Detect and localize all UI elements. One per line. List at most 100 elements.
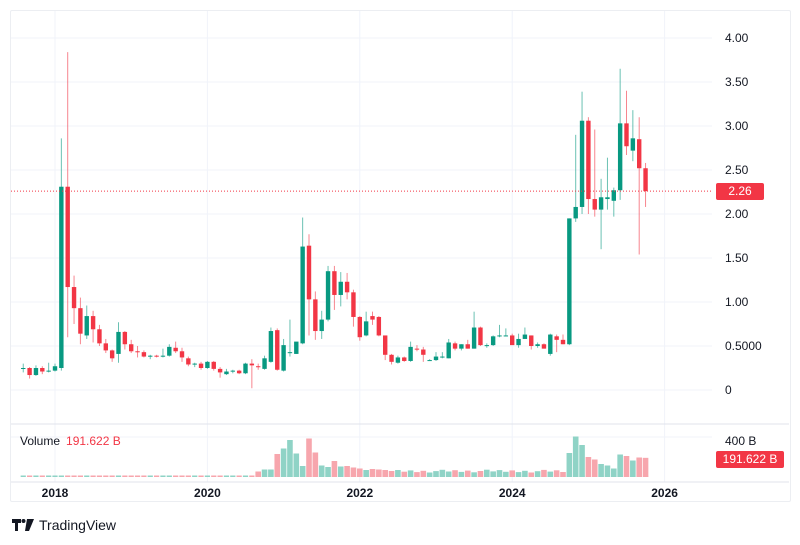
volume-bar (261, 469, 268, 477)
candle (90, 310, 96, 343)
volume-bar (293, 453, 300, 477)
candle (109, 349, 115, 362)
volume-bar (395, 470, 401, 477)
chart-frame (10, 10, 791, 502)
candle (332, 265, 337, 310)
volume-bar (541, 469, 547, 477)
candle (173, 341, 178, 354)
brand-name: TradingView (39, 517, 117, 533)
candle (490, 335, 496, 346)
candle (383, 335, 388, 361)
candle (262, 355, 267, 370)
candle (97, 324, 102, 346)
candle (452, 341, 458, 351)
volume-bar (299, 466, 306, 477)
candle (224, 368, 229, 376)
candle (84, 305, 89, 339)
candle (205, 360, 210, 369)
candle (344, 272, 350, 300)
volume-value: 191.622 B (66, 434, 121, 448)
candle (186, 356, 191, 367)
candle (363, 311, 369, 337)
volume-bar (611, 468, 617, 477)
year-tick: 2026 (651, 486, 678, 500)
candle (617, 68, 623, 200)
volume-bar (306, 438, 312, 477)
candle (281, 338, 286, 372)
candle (529, 335, 534, 350)
volume-bar (604, 465, 611, 477)
candle (421, 346, 426, 362)
price-tick: 1.00 (725, 295, 749, 309)
volume-bar (318, 465, 325, 477)
volume-bar (490, 471, 496, 477)
candle (433, 352, 439, 361)
volume-bar (312, 452, 319, 477)
candle (198, 361, 204, 370)
volume-bar (591, 459, 598, 477)
volume-bar (382, 470, 388, 477)
volume-bar (534, 471, 541, 477)
volume-bar (350, 467, 357, 477)
price-tick: 4.00 (725, 31, 749, 45)
volume-bar (515, 472, 522, 477)
volume-bar (426, 472, 433, 477)
candlesticks (21, 52, 648, 389)
volume-bar (331, 461, 338, 477)
price-tick: 2.00 (725, 207, 749, 221)
time-axis[interactable]: 2018 2020 2022 2024 2026 (42, 486, 679, 500)
volume-bars (20, 436, 649, 477)
candle (560, 334, 566, 345)
price-tick: 0 (725, 383, 732, 397)
volume-bar (509, 470, 515, 477)
volume-bar (553, 470, 560, 477)
candle (21, 363, 26, 373)
candle (275, 328, 280, 371)
volume-bar (496, 470, 503, 477)
candle (160, 348, 166, 358)
volume-label: Volume (20, 434, 61, 448)
candle (503, 328, 509, 337)
volume-bar (439, 469, 446, 477)
volume-bar (636, 457, 642, 477)
candle (548, 333, 553, 356)
candle (71, 275, 77, 324)
tradingview-logo[interactable]: TradingView (12, 517, 116, 533)
volume-bar (630, 460, 636, 477)
candle (567, 218, 572, 346)
candle (611, 187, 616, 217)
volume-bar (445, 471, 452, 477)
candle (141, 350, 147, 358)
volume-bar (579, 445, 585, 477)
candle (52, 363, 58, 372)
volume-bar (566, 453, 573, 477)
candle (148, 354, 153, 360)
volume-bar (484, 469, 490, 477)
candle (154, 354, 159, 358)
candle (33, 365, 39, 376)
price-axis[interactable]: 4.00 3.50 3.00 2.50 2.00 1.50 1.00 0.5000 0 400 B (725, 31, 762, 448)
candle (510, 333, 515, 346)
volume-bar (388, 471, 395, 477)
candle (46, 362, 51, 373)
candle (592, 129, 597, 217)
candle (427, 359, 432, 362)
candle (294, 341, 299, 354)
volume-current-tag: 191.622 B (716, 451, 784, 468)
volume-bar (274, 454, 281, 477)
candle (192, 362, 197, 368)
volume-legend[interactable]: Volume 191.622 B (20, 434, 121, 448)
candle (478, 326, 483, 346)
candle (40, 366, 45, 375)
candle (27, 367, 32, 379)
volume-bar (401, 471, 408, 477)
price-tick: 0.5000 (725, 339, 762, 353)
candle (440, 352, 445, 359)
candle (554, 334, 559, 353)
volume-bar (325, 467, 331, 477)
volume-bar (477, 471, 484, 477)
candle (471, 311, 477, 349)
candle (129, 339, 134, 354)
candle (643, 162, 648, 207)
